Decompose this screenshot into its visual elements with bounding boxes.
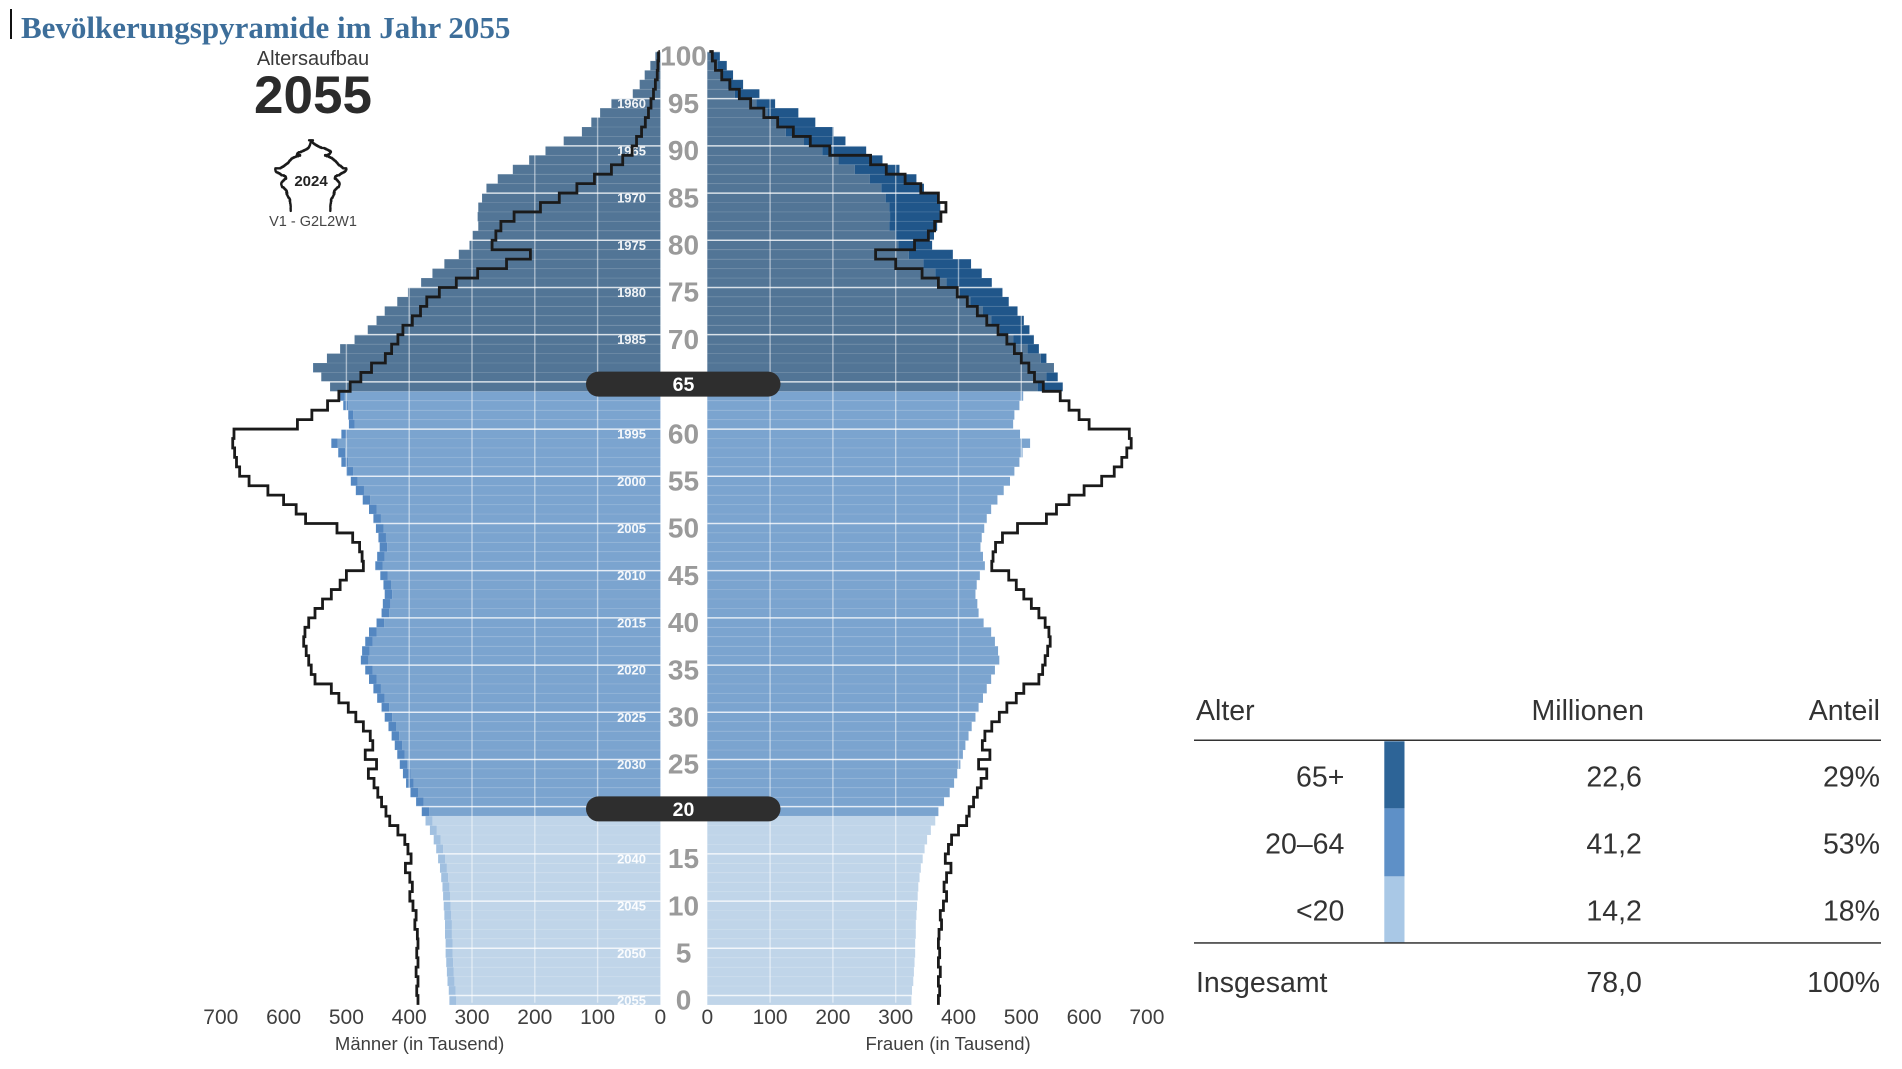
svg-text:Insgesamt: Insgesamt [1196, 967, 1328, 999]
svg-text:2015: 2015 [617, 615, 646, 630]
svg-text:700: 700 [203, 1006, 238, 1029]
svg-text:1995: 1995 [617, 427, 646, 442]
svg-text:2010: 2010 [617, 568, 646, 583]
svg-text:65+: 65+ [1296, 762, 1344, 794]
svg-text:50: 50 [668, 513, 699, 544]
svg-text:60: 60 [668, 418, 699, 449]
svg-text:2000: 2000 [617, 474, 646, 489]
svg-text:400: 400 [941, 1006, 976, 1029]
svg-text:78,0: 78,0 [1586, 967, 1641, 999]
svg-text:<20: <20 [1296, 896, 1344, 928]
svg-text:300: 300 [878, 1006, 913, 1029]
svg-text:1980: 1980 [617, 285, 646, 300]
svg-text:200: 200 [815, 1006, 850, 1029]
svg-text:53%: 53% [1823, 829, 1880, 861]
svg-text:22,6: 22,6 [1586, 762, 1641, 794]
svg-text:20–64: 20–64 [1265, 829, 1344, 861]
svg-text:2040: 2040 [617, 851, 646, 866]
svg-text:2005: 2005 [617, 521, 646, 536]
svg-text:Bevölkerungspyramide im Jahr 2: Bevölkerungspyramide im Jahr 2055 [21, 10, 510, 45]
svg-text:2050: 2050 [617, 946, 646, 961]
svg-text:Anteil: Anteil [1809, 695, 1880, 727]
svg-text:Männer (in Tausend): Männer (in Tausend) [335, 1033, 504, 1054]
svg-text:40: 40 [668, 607, 699, 638]
svg-text:400: 400 [392, 1006, 427, 1029]
svg-text:80: 80 [668, 230, 699, 261]
svg-text:95: 95 [668, 88, 699, 119]
svg-text:14,2: 14,2 [1586, 896, 1641, 928]
svg-text:V1 - G2L2W1: V1 - G2L2W1 [269, 214, 357, 230]
svg-text:300: 300 [454, 1006, 489, 1029]
svg-text:1975: 1975 [617, 238, 646, 253]
svg-text:600: 600 [266, 1006, 301, 1029]
svg-text:Alter: Alter [1196, 695, 1255, 727]
svg-text:90: 90 [668, 135, 699, 166]
svg-text:100%: 100% [1807, 967, 1880, 999]
svg-text:65: 65 [673, 374, 695, 396]
svg-text:2045: 2045 [617, 899, 646, 914]
svg-text:45: 45 [668, 560, 699, 591]
svg-text:25: 25 [668, 749, 699, 780]
svg-text:2024: 2024 [294, 173, 328, 190]
svg-text:35: 35 [668, 654, 699, 685]
svg-text:75: 75 [668, 277, 699, 308]
svg-text:Millionen: Millionen [1532, 695, 1644, 727]
svg-text:100: 100 [753, 1006, 788, 1029]
svg-text:1970: 1970 [617, 191, 646, 206]
svg-text:0: 0 [655, 1006, 667, 1029]
svg-text:1960: 1960 [617, 96, 646, 111]
svg-text:0: 0 [676, 985, 692, 1016]
svg-text:18%: 18% [1823, 896, 1880, 928]
svg-text:Altersaufbau: Altersaufbau [257, 48, 369, 70]
svg-text:2055: 2055 [254, 66, 372, 125]
svg-text:2020: 2020 [617, 663, 646, 678]
svg-text:200: 200 [517, 1006, 552, 1029]
svg-text:70: 70 [668, 324, 699, 355]
svg-text:Frauen (in Tausend): Frauen (in Tausend) [865, 1033, 1030, 1054]
svg-text:15: 15 [668, 843, 699, 874]
svg-text:29%: 29% [1823, 762, 1880, 794]
svg-text:41,2: 41,2 [1586, 829, 1641, 861]
svg-text:500: 500 [1004, 1006, 1039, 1029]
svg-text:100: 100 [580, 1006, 615, 1029]
svg-text:20: 20 [673, 799, 695, 821]
svg-text:30: 30 [668, 702, 699, 733]
svg-text:55: 55 [668, 466, 699, 497]
svg-text:85: 85 [668, 182, 699, 213]
svg-text:2055: 2055 [617, 993, 646, 1008]
svg-text:2030: 2030 [617, 757, 646, 772]
svg-text:0: 0 [701, 1006, 713, 1029]
svg-text:100: 100 [660, 41, 707, 72]
svg-text:500: 500 [329, 1006, 364, 1029]
svg-text:2025: 2025 [617, 710, 646, 725]
svg-text:600: 600 [1067, 1006, 1102, 1029]
svg-text:5: 5 [676, 938, 692, 969]
svg-text:10: 10 [668, 890, 699, 921]
svg-text:700: 700 [1129, 1006, 1164, 1029]
svg-text:1985: 1985 [617, 332, 646, 347]
